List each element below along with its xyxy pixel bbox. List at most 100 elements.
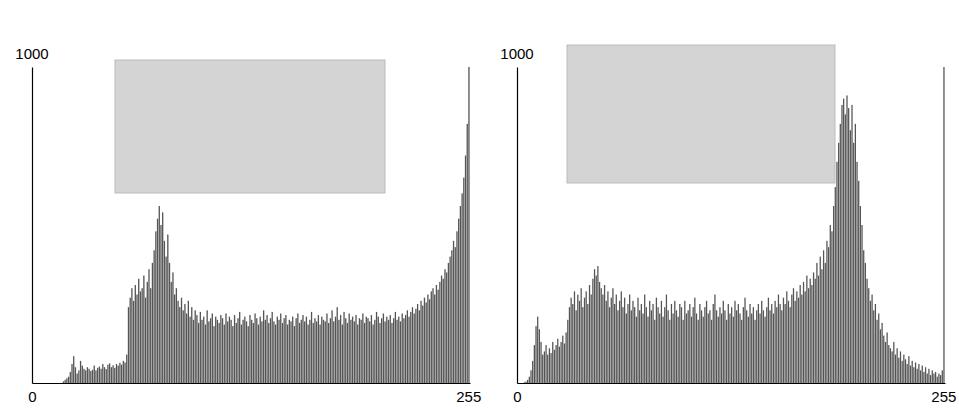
- histogram-bar: [200, 312, 201, 383]
- histogram-bar: [800, 285, 801, 383]
- histogram-bar: [713, 304, 714, 383]
- histogram-bar: [586, 291, 587, 383]
- histogram-bar: [529, 377, 530, 383]
- histogram-bar: [801, 295, 802, 383]
- histogram-bar: [218, 323, 219, 383]
- histogram-bar: [938, 374, 939, 383]
- histogram-bar: [592, 279, 593, 383]
- histogram-bar: [408, 317, 409, 383]
- histogram-bar: [676, 310, 677, 383]
- y-tick: 1000: [15, 45, 48, 67]
- photo-placeholder: [115, 60, 385, 193]
- histogram-bar: [198, 323, 199, 383]
- histogram-bar: [572, 304, 573, 383]
- histogram-bar: [437, 290, 438, 383]
- histogram-bar: [545, 345, 546, 383]
- histogram-bar: [135, 285, 136, 383]
- histogram-bar: [366, 317, 367, 383]
- histogram-bar: [393, 318, 394, 383]
- histogram-bar: [73, 356, 74, 383]
- histogram-bar: [244, 317, 245, 383]
- histogram-bar: [530, 370, 531, 383]
- histogram-bar: [881, 323, 882, 383]
- histogram-bar: [774, 301, 775, 383]
- histogram-bar: [773, 313, 774, 383]
- histogram-bar: [277, 317, 278, 383]
- histogram-bar: [708, 313, 709, 383]
- histogram-bar: [870, 301, 871, 383]
- histogram-bar: [340, 315, 341, 383]
- histogram-bar: [818, 276, 819, 383]
- histogram-bar: [652, 304, 653, 383]
- histogram-bar: [724, 310, 725, 383]
- histogram-bar: [126, 355, 127, 383]
- histogram-bar: [890, 348, 891, 383]
- histogram-bar: [599, 282, 600, 383]
- histogram-bar: [748, 317, 749, 383]
- histogram-bar: [95, 370, 96, 383]
- histogram-bar: [672, 313, 673, 383]
- histogram-bar: [343, 312, 344, 383]
- histogram-bar: [759, 313, 760, 383]
- histogram-bar: [855, 124, 856, 383]
- histogram-bar: [381, 318, 382, 383]
- histogram-bar: [451, 250, 452, 383]
- histogram-bar: [788, 301, 789, 383]
- histogram-bar: [345, 318, 346, 383]
- histogram-bar: [641, 304, 642, 383]
- histogram-bar: [379, 323, 380, 383]
- histogram-bar: [764, 317, 765, 383]
- histogram-bar: [189, 317, 190, 383]
- histogram-bar: [94, 366, 95, 383]
- histogram-bar: [729, 313, 730, 383]
- histogram-bar: [534, 345, 535, 383]
- histogram-bar: [183, 310, 184, 383]
- histogram-bar: [698, 320, 699, 383]
- histogram-bar: [230, 320, 231, 383]
- y-axis-line: [32, 68, 33, 384]
- histogram-bar: [893, 342, 894, 383]
- figure: 0255100002551000: [0, 0, 959, 409]
- y-tick-label: 1000: [500, 45, 533, 62]
- histogram-bar: [542, 355, 543, 383]
- histogram-bar: [925, 367, 926, 383]
- histogram-bar: [159, 206, 160, 383]
- histogram-bar: [576, 310, 577, 383]
- histogram-bar: [719, 307, 720, 383]
- histogram-bar: [567, 320, 568, 383]
- histogram-bar: [547, 355, 548, 383]
- histogram-bar: [662, 317, 663, 383]
- y-axis: 1000: [500, 45, 533, 383]
- histogram-bar: [935, 372, 936, 383]
- histogram-bar: [224, 325, 225, 383]
- histogram-bar: [217, 320, 218, 383]
- histogram-bar: [177, 301, 178, 383]
- histogram-bar: [248, 326, 249, 383]
- histogram-bar: [883, 336, 884, 383]
- histogram-bar: [78, 370, 79, 383]
- histogram-bar: [443, 279, 444, 383]
- histogram-bar: [691, 317, 692, 383]
- histogram-bar: [349, 313, 350, 383]
- histogram-bar: [237, 318, 238, 383]
- histogram-bar: [136, 295, 137, 383]
- histogram-bar: [295, 318, 296, 383]
- histogram-bar: [361, 320, 362, 383]
- histogram-bar: [591, 295, 592, 383]
- histogram-bar: [769, 310, 770, 383]
- histogram-bar: [195, 310, 196, 383]
- histogram-bar: [805, 291, 806, 383]
- histogram-bar: [222, 318, 223, 383]
- histogram-bar: [606, 301, 607, 383]
- histogram-bar: [398, 317, 399, 383]
- histogram-bar: [273, 321, 274, 383]
- histogram-bar: [102, 364, 103, 383]
- histogram-bar: [828, 247, 829, 383]
- histogram-bar: [297, 313, 298, 383]
- histogram-bar: [850, 130, 851, 383]
- histogram-bar: [651, 310, 652, 383]
- histogram-bar: [330, 318, 331, 383]
- histogram-bar: [241, 325, 242, 383]
- histogram-bar: [215, 317, 216, 383]
- histogram-bar: [597, 266, 598, 383]
